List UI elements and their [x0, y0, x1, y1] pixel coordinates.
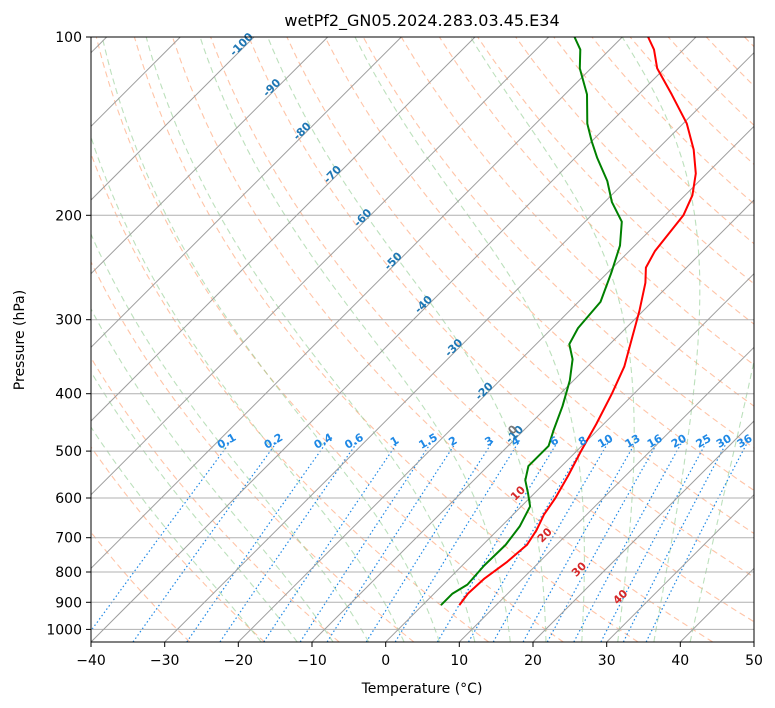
- x-tick-label: −10: [297, 653, 327, 669]
- dry-adiabat-line: [91, 356, 340, 642]
- y-tick-label: 800: [55, 565, 82, 581]
- isotherm-line: [91, 37, 550, 496]
- chart-title: wetPf2_GN05.2024.283.03.45.E34: [284, 11, 559, 31]
- mixing-ratio-line: [492, 440, 610, 642]
- isotherm-line: [91, 37, 623, 570]
- isotherm-line: [91, 37, 476, 422]
- isotherms: [91, 37, 754, 642]
- mixing-ratio-line: [573, 440, 684, 642]
- isotherm-line: [237, 125, 754, 642]
- x-tick-label: −20: [224, 653, 254, 669]
- isotherm-line: [458, 346, 754, 642]
- dry-adiabat-line: [286, 37, 754, 535]
- isotherm-line: [532, 420, 754, 642]
- mixing-ratio-line: [436, 440, 559, 642]
- x-axis-ticks: −40 −30 −20 −10 0 10 20 30 40 50: [76, 642, 763, 669]
- y-tick-label: 200: [55, 208, 82, 224]
- y-axis-ticks: 100 200 300 400 500 600 700 800 900 1000: [46, 30, 91, 638]
- y-axis-label: Pressure (hPa): [12, 290, 28, 390]
- mixing-ratio-line: [91, 440, 232, 632]
- y-tick-label: 1000: [46, 622, 82, 638]
- moist-adiabat-line: [101, 37, 441, 642]
- moist-adiabat-line: [689, 358, 754, 642]
- profile-line: [440, 37, 623, 606]
- x-tick-label: 10: [450, 653, 468, 669]
- y-tick-label: 600: [55, 491, 82, 507]
- dry-adiabat-line: [210, 37, 754, 623]
- isotherm-line: [91, 37, 329, 275]
- mixing-ratio-line: [522, 440, 638, 642]
- x-axis-label: Temperature (°C): [361, 681, 483, 697]
- plot-frame: [90, 36, 755, 643]
- x-tick-label: 30: [598, 653, 616, 669]
- moist-adiabat-line: [91, 426, 262, 642]
- isotherm-line: [311, 199, 754, 642]
- dry-adiabats: [91, 37, 754, 642]
- moist-adiabat-line: [199, 37, 511, 642]
- isotherm-line: [606, 493, 754, 642]
- dry-adiabat-line: [171, 37, 713, 642]
- moist-adiabat-line: [621, 37, 701, 642]
- moist-adiabat-line: [91, 370, 298, 642]
- y-tick-label: 700: [55, 531, 82, 547]
- dry-adiabat-line: [133, 37, 639, 642]
- isotherm-line: [91, 37, 402, 349]
- dry-adiabat-line: [91, 260, 415, 642]
- mixing-ratio-line: [467, 440, 588, 642]
- mixing-ratio-line: [326, 440, 458, 642]
- moist-adiabat-line: [267, 37, 547, 642]
- y-tick-label: 500: [55, 444, 82, 460]
- mixing-ratio-line: [186, 440, 329, 642]
- dry-adiabat-line: [95, 37, 564, 642]
- moist-adiabat-line: [91, 307, 334, 642]
- isotherm-line: [91, 37, 697, 642]
- mixing-ratio-line: [645, 440, 749, 642]
- sounding-profiles: [440, 37, 697, 606]
- moist-adiabat-line: [91, 232, 370, 642]
- pressure-gridlines: [91, 37, 754, 630]
- profile-line: [458, 37, 697, 606]
- x-tick-label: 20: [524, 653, 542, 669]
- x-tick-label: −30: [150, 653, 180, 669]
- y-tick-label: 100: [55, 30, 82, 46]
- x-tick-label: 40: [671, 653, 689, 669]
- x-tick-label: −40: [76, 653, 106, 669]
- mixing-ratio-line: [263, 440, 400, 642]
- isotherm-line: [164, 51, 754, 642]
- y-tick-label: 900: [55, 595, 82, 611]
- y-tick-label: 400: [55, 387, 82, 403]
- dry-adiabat-line: [324, 37, 754, 492]
- mixing-ratio-line: [546, 440, 660, 642]
- isotherm-line: [91, 37, 255, 201]
- mixing-ratio-line: [299, 440, 433, 642]
- y-tick-label: 300: [55, 313, 82, 329]
- moist-adiabat-line: [91, 135, 405, 642]
- mixing-ratio-line: [365, 440, 494, 642]
- x-tick-label: 50: [745, 653, 763, 669]
- x-tick-label: 0: [381, 653, 390, 669]
- isotherm-line: [385, 272, 754, 642]
- dry-adiabat-line: [515, 37, 754, 285]
- moist-adiabat-line: [354, 37, 585, 642]
- dry-adiabat-line: [477, 37, 754, 325]
- dry-adiabat-line: [91, 445, 265, 642]
- dry-adiabat-line: [248, 37, 754, 578]
- mixing-ratio-line: [132, 440, 279, 642]
